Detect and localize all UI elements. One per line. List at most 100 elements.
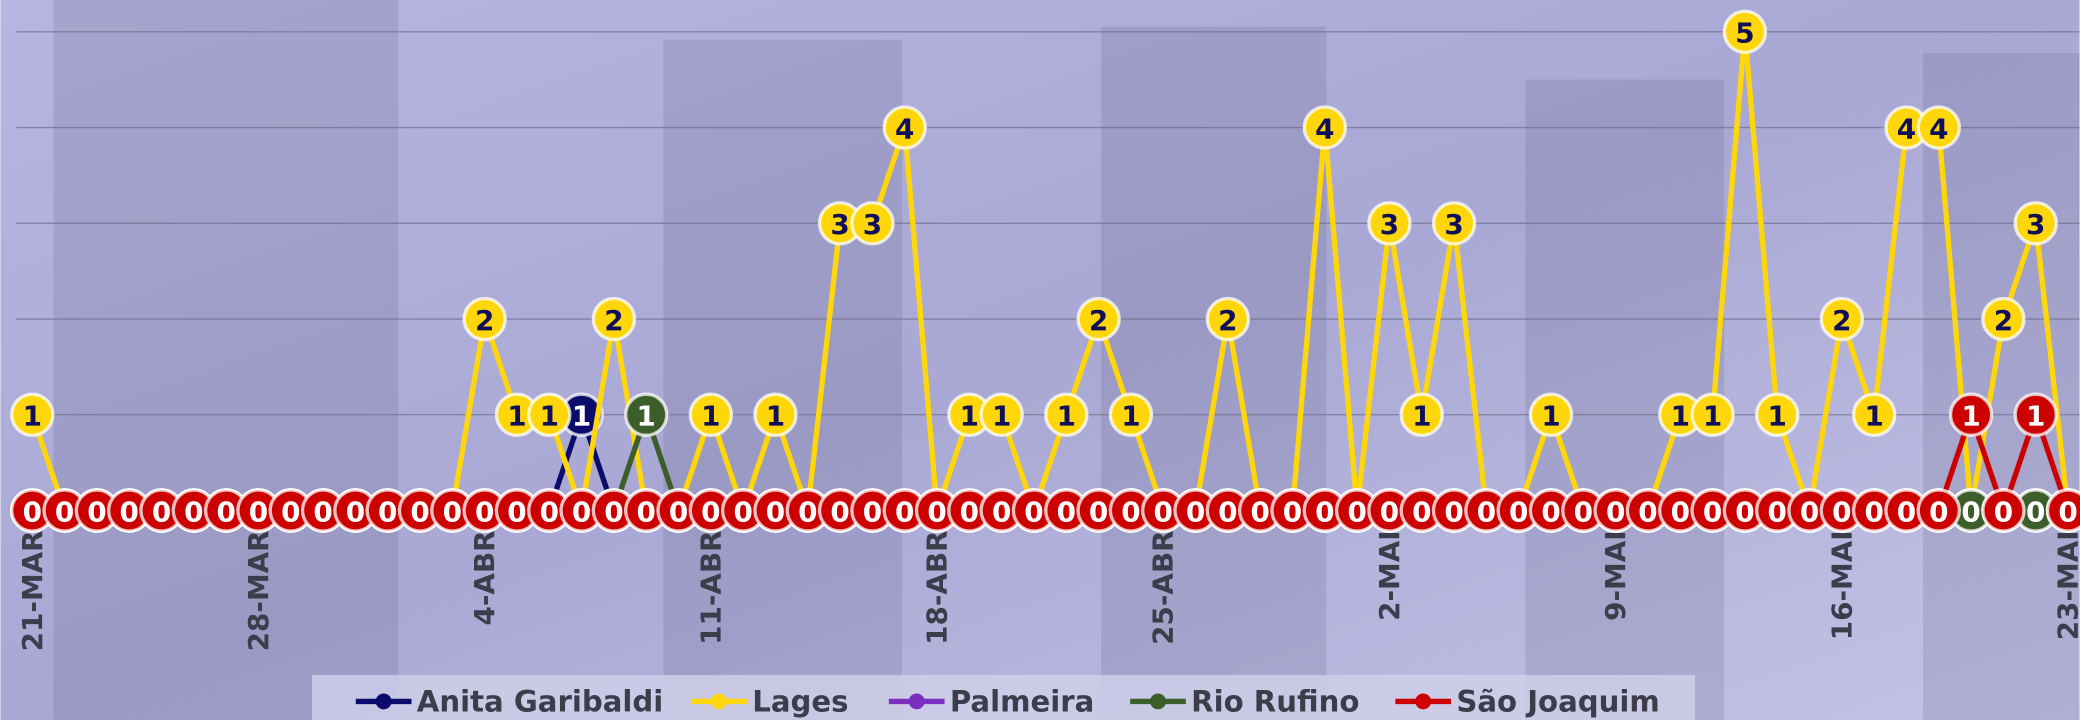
legend-label: São Joaquim — [1456, 684, 1659, 718]
data-label: 1 — [1768, 400, 1787, 433]
data-label: 0 — [1638, 495, 1657, 528]
data-label: 0 — [1154, 495, 1173, 528]
data-label: 0 — [1251, 495, 1270, 528]
data-label: 0 — [184, 495, 203, 528]
data-label: 0 — [1994, 495, 2013, 528]
data-label: 0 — [830, 495, 849, 528]
data-label: 1 — [701, 400, 720, 433]
data-label: 1 — [1671, 400, 1690, 433]
data-label: 0 — [1800, 495, 1819, 528]
legend-label: Palmeira — [950, 684, 1094, 718]
data-label: 0 — [1832, 495, 1851, 528]
data-label: 0 — [1897, 495, 1916, 528]
data-label: 0 — [540, 495, 559, 528]
data-label: 0 — [798, 495, 817, 528]
data-label: 1 — [23, 400, 42, 433]
x-tick-label: 4-ABR — [468, 530, 501, 625]
data-label: 0 — [378, 495, 397, 528]
data-label: 0 — [669, 495, 688, 528]
data-label: 1 — [1057, 400, 1076, 433]
data-label: 5 — [1735, 17, 1754, 50]
data-label: 0 — [1961, 495, 1980, 528]
data-label: 0 — [2026, 495, 2045, 528]
data-label: 0 — [733, 495, 752, 528]
data-label: 0 — [1703, 495, 1722, 528]
data-label: 0 — [1347, 495, 1366, 528]
data-label: 3 — [863, 208, 882, 241]
data-label: 1 — [540, 400, 559, 433]
data-label: 0 — [1121, 495, 1140, 528]
data-label: 0 — [863, 495, 882, 528]
data-label: 0 — [1606, 495, 1625, 528]
data-label: 1 — [1961, 400, 1980, 433]
data-label: 0 — [1541, 495, 1560, 528]
data-label: 0 — [1315, 495, 1334, 528]
data-label: 0 — [313, 495, 332, 528]
data-label: 0 — [87, 495, 106, 528]
data-label: 1 — [1541, 400, 1560, 433]
data-label: 0 — [1444, 495, 1463, 528]
data-label: 0 — [507, 495, 526, 528]
data-label: 1 — [1864, 400, 1883, 433]
data-label: 0 — [1283, 495, 1302, 528]
data-label: 0 — [1509, 495, 1528, 528]
data-label: 3 — [1380, 208, 1399, 241]
data-label: 0 — [249, 495, 268, 528]
data-label: 0 — [1186, 495, 1205, 528]
data-label: 1 — [992, 400, 1011, 433]
data-label: 4 — [1929, 112, 1948, 145]
x-tick-label: 18-ABR — [921, 530, 954, 644]
data-label: 0 — [1574, 495, 1593, 528]
data-label: 0 — [1735, 495, 1754, 528]
legend-label: Lages — [752, 684, 848, 718]
data-label: 2 — [604, 304, 623, 337]
data-label: 1 — [2026, 400, 2045, 433]
data-label: 1 — [1703, 400, 1722, 433]
data-label: 1 — [960, 400, 979, 433]
x-tick-label: 9-MAI — [1599, 530, 1632, 621]
data-label: 0 — [281, 495, 300, 528]
data-label: 0 — [1380, 495, 1399, 528]
data-label: 0 — [346, 495, 365, 528]
data-label: 4 — [1897, 112, 1916, 145]
data-label: 0 — [1768, 495, 1787, 528]
data-label: 0 — [927, 495, 946, 528]
data-label: 0 — [701, 495, 720, 528]
data-label: 0 — [960, 495, 979, 528]
data-label: 0 — [637, 495, 656, 528]
x-tick-label: 16-MAI — [1825, 530, 1858, 640]
data-label: 2 — [1832, 304, 1851, 337]
data-label: 1 — [507, 400, 526, 433]
data-label: 0 — [1929, 495, 1948, 528]
data-label: 1 — [766, 400, 785, 433]
data-label: 0 — [1089, 495, 1108, 528]
data-label: 0 — [1477, 495, 1496, 528]
data-label: 0 — [2058, 495, 2077, 528]
data-label: 1 — [637, 400, 656, 433]
x-tick-label: 21-MAR — [16, 530, 49, 651]
data-label: 4 — [895, 112, 914, 145]
data-label: 2 — [475, 304, 494, 337]
x-tick-label: 25-ABR — [1147, 530, 1180, 644]
legend-marker — [1150, 693, 1166, 709]
data-label: 3 — [2026, 208, 2045, 241]
data-label: 2 — [1994, 304, 2013, 337]
data-label: 0 — [604, 495, 623, 528]
data-label: 0 — [1412, 495, 1431, 528]
data-label: 0 — [443, 495, 462, 528]
data-label: 0 — [475, 495, 494, 528]
legend-marker — [376, 693, 392, 709]
x-tick-label: 2-MAI — [1373, 530, 1406, 621]
data-label: 3 — [1444, 208, 1463, 241]
x-tick-label: 28-MAR — [242, 530, 275, 651]
data-label: 0 — [1024, 495, 1043, 528]
data-label: 0 — [895, 495, 914, 528]
page: 21-MAR28-MAR4-ABR11-ABR18-ABR25-ABR2-MAI… — [0, 0, 2080, 720]
data-label: 0 — [1671, 495, 1690, 528]
legend-marker — [1415, 693, 1431, 709]
data-label: 0 — [410, 495, 429, 528]
data-label: 0 — [572, 495, 591, 528]
data-label: 0 — [992, 495, 1011, 528]
data-label: 1 — [1412, 400, 1431, 433]
data-label: 0 — [766, 495, 785, 528]
